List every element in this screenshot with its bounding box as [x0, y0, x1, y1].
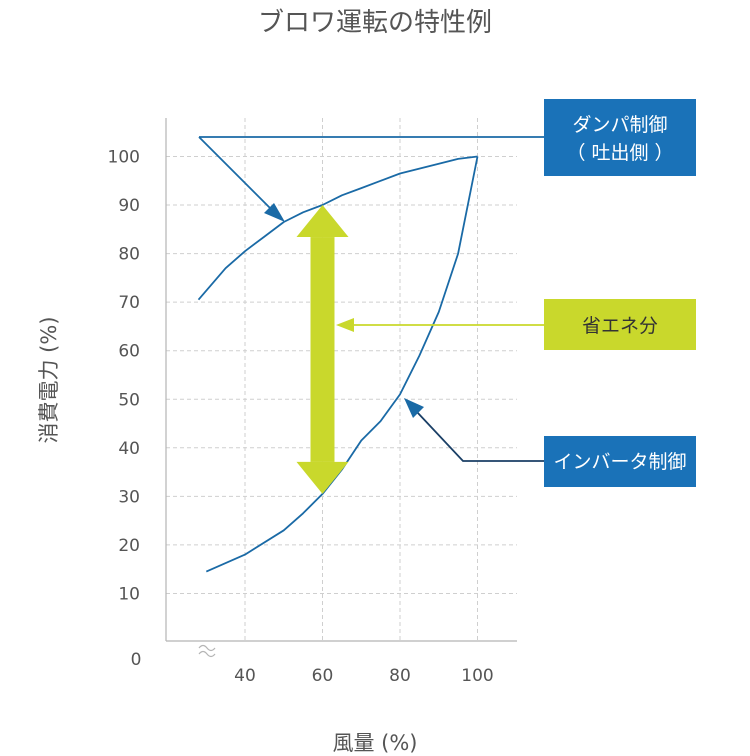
- savings-label: 省エネ分: [582, 315, 658, 337]
- x-tick-label: 40: [234, 666, 256, 686]
- damper-label-box: [544, 99, 696, 176]
- y-tick-label: 30: [118, 487, 140, 507]
- savings-label-box: [544, 299, 696, 350]
- y-tick-label: 70: [118, 293, 140, 313]
- x-tick-label: 60: [312, 666, 334, 686]
- inverter-control-curve: [205, 156, 479, 573]
- series: [197, 155, 479, 573]
- savings-arrow-head-up: [296, 205, 349, 238]
- y-tick-label: 40: [118, 439, 140, 459]
- x-tick-labels: 40 60 80 100: [234, 666, 494, 686]
- y-tick-label: 90: [118, 196, 140, 216]
- axes: [165, 118, 517, 642]
- inverter-label: インバータ制御: [553, 451, 686, 473]
- x-tick-label: 80: [389, 666, 411, 686]
- origin-label: 0: [131, 650, 142, 670]
- y-tick-label: 100: [108, 148, 140, 168]
- damper-pointer-arrowhead: [264, 203, 285, 222]
- y-tick-label: 80: [118, 245, 140, 265]
- chart-title: ブロワ運転の特性例: [258, 8, 492, 38]
- x-tick-label: 100: [461, 666, 493, 686]
- damper-pointer-line: [198, 136, 273, 211]
- grid: [166, 118, 517, 641]
- y-axis-title: 消費電力 (%): [37, 316, 61, 443]
- savings-arrow: [296, 205, 349, 494]
- y-tick-label: 60: [118, 342, 140, 362]
- y-tick-label: 20: [118, 536, 140, 556]
- axis-break-icon: [198, 644, 216, 658]
- y-tick-label: 10: [118, 584, 140, 604]
- damper-label-line2: （ 吐出側 ）: [566, 142, 673, 164]
- y-tick-labels: 100 90 80 70 60 50 40 30 20 10: [108, 148, 140, 605]
- inverter-leader-line: [416, 411, 545, 462]
- inverter-label-box: [544, 436, 696, 487]
- damper-control-curve: [197, 155, 478, 301]
- inverter-pointer-arrowhead: [404, 398, 424, 418]
- savings-pointer-arrowhead: [336, 318, 354, 332]
- x-axis-title: 風量 (%): [332, 731, 417, 755]
- y-tick-label: 50: [118, 390, 140, 410]
- savings-arrow-shaft: [310, 237, 335, 462]
- damper-label-line1: ダンパ制御: [572, 114, 667, 136]
- savings-arrow-head-down: [296, 461, 349, 494]
